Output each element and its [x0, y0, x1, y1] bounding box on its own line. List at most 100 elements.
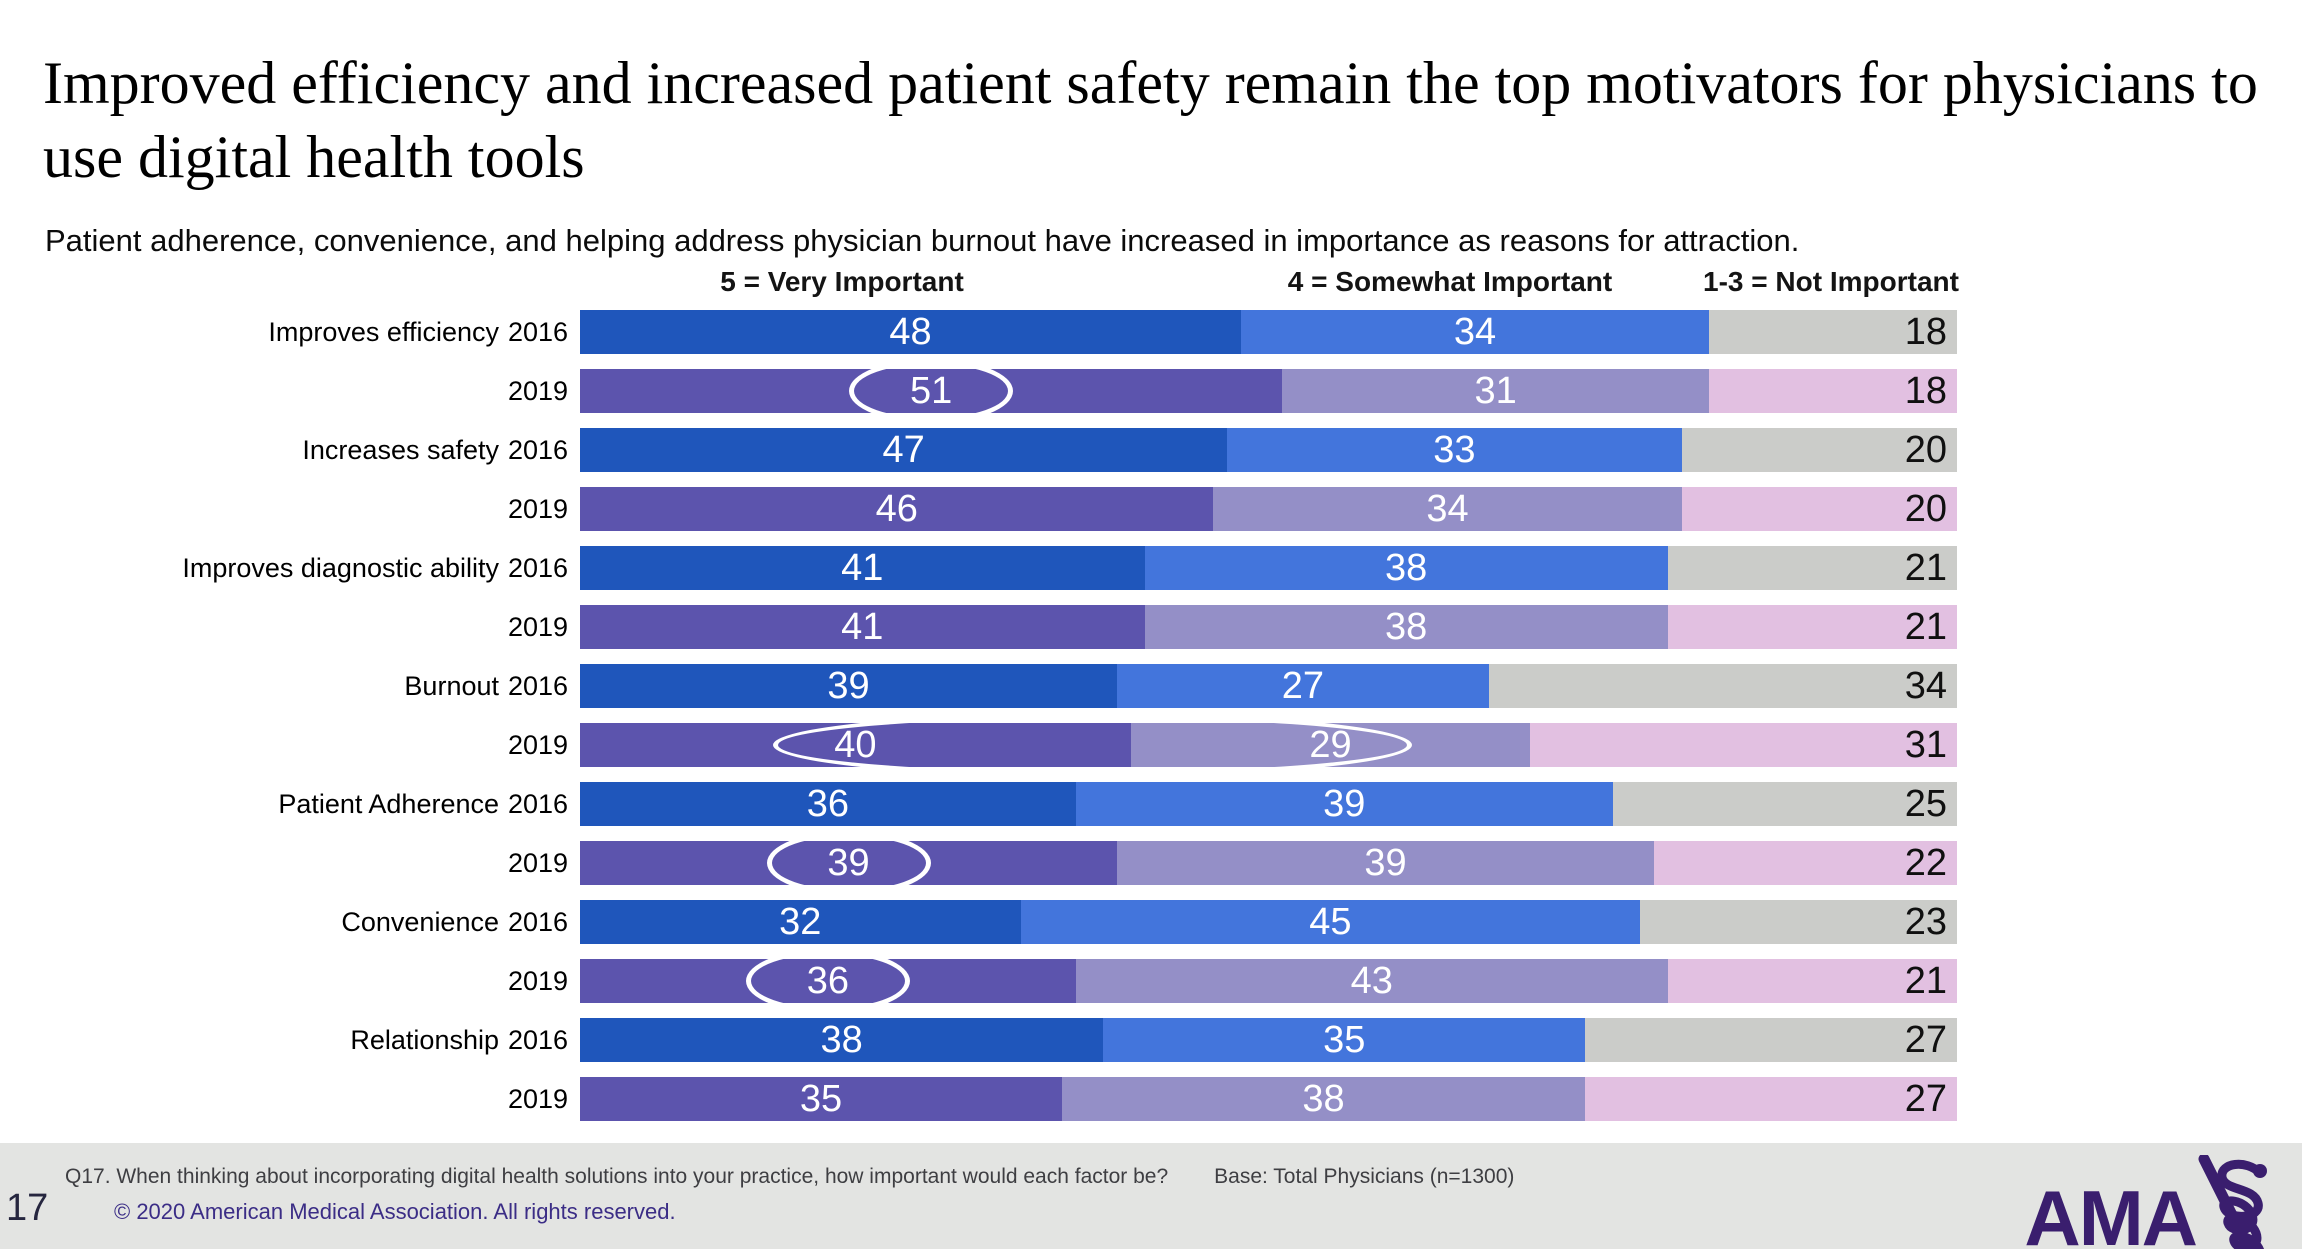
- footnote-base: Base: Total Physicians (n=1300): [1214, 1165, 1515, 1188]
- highlight-circle-annotation: [766, 831, 931, 895]
- row-category-label: Patient Adherence: [278, 788, 499, 819]
- bar-segment: 34: [1213, 487, 1682, 531]
- row-year-label: 2019: [508, 493, 569, 524]
- bar-value-label: 48: [889, 310, 932, 353]
- bar-value-label: 31: [1474, 369, 1517, 412]
- bar-value-label: 22: [1904, 841, 1947, 884]
- bar-segment: 39: [1075, 782, 1613, 826]
- bar-segment: 43: [1075, 959, 1668, 1003]
- bar-value-label: 32: [779, 900, 822, 943]
- row-bars: 39 39 22: [580, 831, 1957, 895]
- row-bars: 39 27 34: [580, 664, 1957, 708]
- row-category-label: Burnout: [404, 670, 499, 701]
- row-year-label: 2019: [508, 1083, 569, 1114]
- bar-segment: 25: [1612, 782, 1957, 826]
- row-year-label: 2016: [508, 906, 569, 937]
- page-title: Improved efficiency and increased patien…: [43, 50, 2258, 191]
- bar-segment: 34: [1240, 310, 1710, 354]
- highlight-circle-annotation: [745, 949, 910, 1013]
- chart-rows: Improves efficiency 2016 48 34 18 2019 51 31 18 I…: [0, 310, 1960, 1136]
- bar-value-label: 35: [799, 1077, 843, 1120]
- bar-value-label: 47: [882, 428, 925, 471]
- chart-row-burnout-2016: Burnout 2016 39 27 34: [0, 664, 1960, 708]
- highlight-circle-annotation: [773, 713, 1413, 777]
- bar-value-label: 38: [1385, 605, 1428, 648]
- row-year-label: 2016: [508, 434, 569, 465]
- bar-value-label: 39: [1364, 841, 1407, 884]
- row-category-label: Relationship: [350, 1024, 499, 1055]
- column-header-not-important: 1-3 = Not Important: [1703, 266, 1959, 297]
- highlight-circle-annotation: [849, 359, 1014, 423]
- row-bars: 41 38 21: [580, 546, 1957, 590]
- bar-value-label: 34: [1904, 664, 1947, 707]
- bar-value-label: 38: [1302, 1077, 1345, 1120]
- row-year-label: 2016: [508, 1024, 569, 1055]
- bar-segment: 41: [580, 605, 1145, 649]
- row-year-label: 2019: [508, 611, 569, 642]
- chart-row-relationship-2016: Relationship 2016 38 35 27: [0, 1018, 1960, 1062]
- bar-segment: 46: [580, 487, 1214, 531]
- page-number: 17: [6, 1187, 49, 1229]
- row-category-label: Convenience: [341, 906, 499, 937]
- column-header-very-important: 5 = Very Important: [720, 266, 964, 297]
- bar-segment: 48: [580, 310, 1241, 354]
- bar-segment: 27: [1117, 664, 1489, 708]
- row-bars: 48 34 18: [580, 310, 1957, 354]
- bar-value-label: 46: [875, 487, 918, 530]
- footnote-line: Q17. When thinking about incorporating d…: [65, 1165, 1514, 1189]
- column-header-somewhat-important: 4 = Somewhat Important: [1287, 266, 1613, 297]
- row-year-label: 2019: [508, 375, 569, 406]
- row-bars: 47 33 20: [580, 428, 1957, 472]
- bar-segment: 35: [580, 1077, 1062, 1121]
- bar-segment: 36: [580, 782, 1076, 826]
- bar-segment: 21: [1667, 959, 1957, 1003]
- row-label: 2019: [0, 966, 580, 997]
- bar-value-label: 35: [1323, 1018, 1366, 1061]
- footer-bar: 17 Q17. When thinking about incorporatin…: [0, 1143, 2302, 1249]
- row-category-label: Increases safety: [302, 434, 499, 465]
- bar-value-label: 21: [1904, 605, 1947, 648]
- row-year-label: 2016: [508, 316, 569, 347]
- bar-segment: 45: [1020, 900, 1641, 944]
- row-year-label: 2016: [508, 788, 569, 819]
- ama-logo: AMA: [2024, 1149, 2294, 1249]
- row-label: 2019: [0, 376, 580, 407]
- row-bars: 46 34 20: [580, 487, 1957, 531]
- bar-segment: 32: [580, 900, 1021, 944]
- bar-value-label: 21: [1904, 546, 1947, 589]
- row-bars: 51 31 18: [580, 359, 1957, 423]
- bar-segment: 18: [1709, 310, 1957, 354]
- row-label: Increases safety 2016: [0, 435, 580, 466]
- bar-segment: 38: [1061, 1077, 1586, 1121]
- bar-segment: 22: [1654, 841, 1957, 885]
- row-year-label: 2019: [508, 729, 569, 760]
- chart-row-2019: 2019 35 38 27: [0, 1077, 1960, 1121]
- chart-row-increases-safety-2016: Increases safety 2016 47 33 20: [0, 428, 1960, 472]
- chart-row-2019: 2019 51 31 18: [0, 359, 1960, 423]
- row-year-label: 2016: [508, 552, 569, 583]
- bar-segment: 27: [1585, 1077, 1957, 1121]
- row-label: Improves efficiency 2016: [0, 317, 580, 348]
- bar-segment: 31: [1282, 369, 1710, 413]
- row-bars: 36 39 25: [580, 782, 1957, 826]
- chart-row-2019: 2019 36 43 21: [0, 949, 1960, 1013]
- page-subtitle: Patient adherence, convenience, and help…: [45, 223, 1800, 258]
- bar-segment: 35: [1103, 1018, 1586, 1062]
- chart-row-2019: 2019 40 29 31: [0, 713, 1960, 777]
- bar-segment: 38: [1144, 546, 1668, 590]
- bar-value-label: 18: [1904, 369, 1947, 412]
- bar-segment: 27: [1585, 1018, 1957, 1062]
- bar-value-label: 45: [1309, 900, 1352, 943]
- bar-value-label: 27: [1904, 1018, 1947, 1061]
- row-bars: 40 29 31: [580, 713, 1957, 777]
- chart-row-2019: 2019 39 39 22: [0, 831, 1960, 895]
- bar-segment: 20: [1681, 487, 1957, 531]
- row-label: 2019: [0, 848, 580, 879]
- bar-value-label: 39: [1323, 782, 1366, 825]
- bar-value-label: 27: [1281, 664, 1325, 707]
- row-year-label: 2019: [508, 847, 569, 878]
- bar-value-label: 36: [806, 782, 849, 825]
- bar-value-label: 25: [1904, 782, 1947, 825]
- bar-segment: 39: [580, 664, 1118, 708]
- row-label: Convenience 2016: [0, 907, 580, 938]
